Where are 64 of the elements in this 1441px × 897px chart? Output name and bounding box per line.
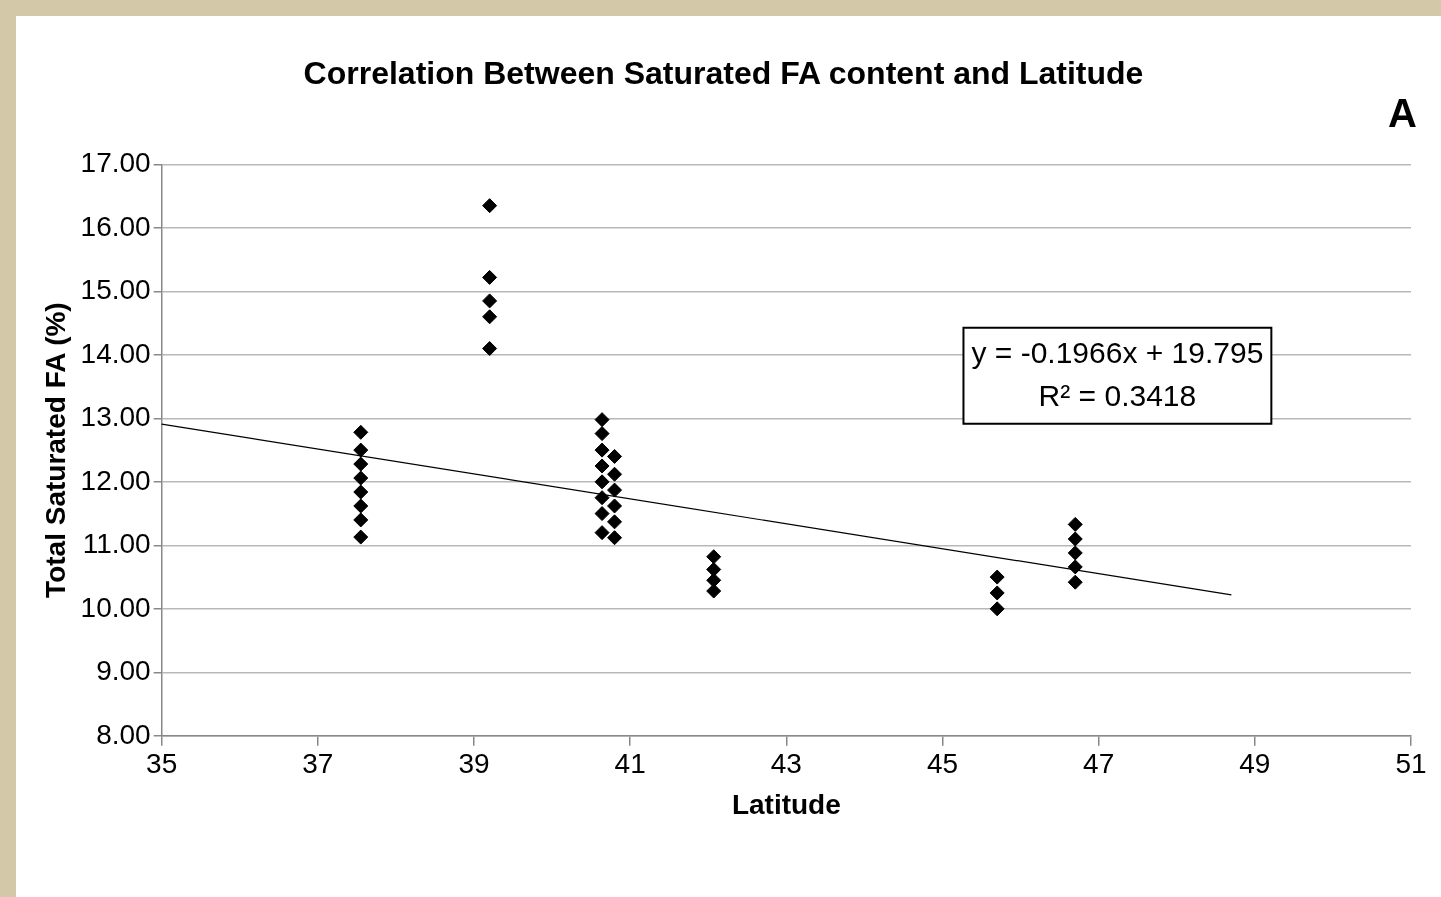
y-tick-label: 17.00 bbox=[80, 147, 151, 179]
point bbox=[482, 293, 498, 309]
point bbox=[353, 424, 369, 440]
point bbox=[706, 549, 722, 565]
point bbox=[607, 482, 623, 498]
point bbox=[1067, 516, 1083, 532]
x-tick-label: 35 bbox=[146, 748, 178, 780]
point bbox=[607, 448, 623, 464]
point bbox=[989, 585, 1005, 601]
point bbox=[482, 309, 498, 325]
x-tick-label: 39 bbox=[458, 748, 490, 780]
point bbox=[1067, 574, 1083, 590]
y-axis-title: Total Saturated FA (%) bbox=[39, 302, 71, 598]
x-tick-label: 49 bbox=[1239, 748, 1271, 780]
text: A bbox=[1388, 91, 1417, 136]
point bbox=[594, 490, 610, 506]
point bbox=[706, 561, 722, 577]
point bbox=[353, 484, 369, 500]
x-axis-title: Latitude bbox=[731, 788, 841, 820]
point bbox=[482, 198, 498, 214]
point bbox=[1067, 559, 1083, 575]
x-tick-label: 47 bbox=[1083, 748, 1115, 780]
y-tick-label: 8.00 bbox=[96, 718, 151, 750]
point bbox=[482, 269, 498, 285]
point bbox=[1067, 531, 1083, 547]
point bbox=[353, 470, 369, 486]
x-tick-label: 41 bbox=[614, 748, 646, 780]
y-tick-label: 15.00 bbox=[80, 274, 151, 306]
point bbox=[607, 514, 623, 530]
point bbox=[607, 466, 623, 482]
point bbox=[594, 458, 610, 474]
point bbox=[607, 530, 623, 546]
point bbox=[482, 341, 498, 357]
point bbox=[706, 583, 722, 599]
point bbox=[989, 601, 1005, 617]
point bbox=[607, 498, 623, 514]
point bbox=[594, 525, 610, 541]
y-tick-label: 12.00 bbox=[80, 464, 151, 496]
point bbox=[1067, 545, 1083, 561]
x-tick-label: 51 bbox=[1395, 748, 1427, 780]
y-tick-label: 10.00 bbox=[80, 591, 151, 623]
point bbox=[594, 412, 610, 428]
y-tick-label: 16.00 bbox=[80, 210, 151, 242]
point bbox=[594, 426, 610, 442]
point bbox=[353, 442, 369, 458]
y-tick-label: 13.00 bbox=[80, 401, 151, 433]
annotation: R² = 0.3418 bbox=[1038, 379, 1197, 413]
point bbox=[594, 506, 610, 522]
x-tick-label: 43 bbox=[770, 748, 802, 780]
x-tick-label: 37 bbox=[302, 748, 334, 780]
point bbox=[594, 474, 610, 490]
point bbox=[353, 512, 369, 528]
point bbox=[706, 572, 722, 588]
y-tick-label: 9.00 bbox=[96, 655, 151, 687]
point bbox=[353, 456, 369, 472]
chart-title: Correlation Between Saturated FA content and Latitude bbox=[303, 55, 1144, 92]
point bbox=[353, 498, 369, 514]
point bbox=[353, 529, 369, 545]
y-tick-label: 14.00 bbox=[80, 337, 151, 369]
annotation: y = -0.1966x + 19.795 bbox=[971, 336, 1264, 370]
point bbox=[594, 442, 610, 458]
x-tick-label: 45 bbox=[926, 748, 959, 780]
point bbox=[989, 569, 1005, 585]
y-tick-label: 11.00 bbox=[82, 528, 151, 560]
